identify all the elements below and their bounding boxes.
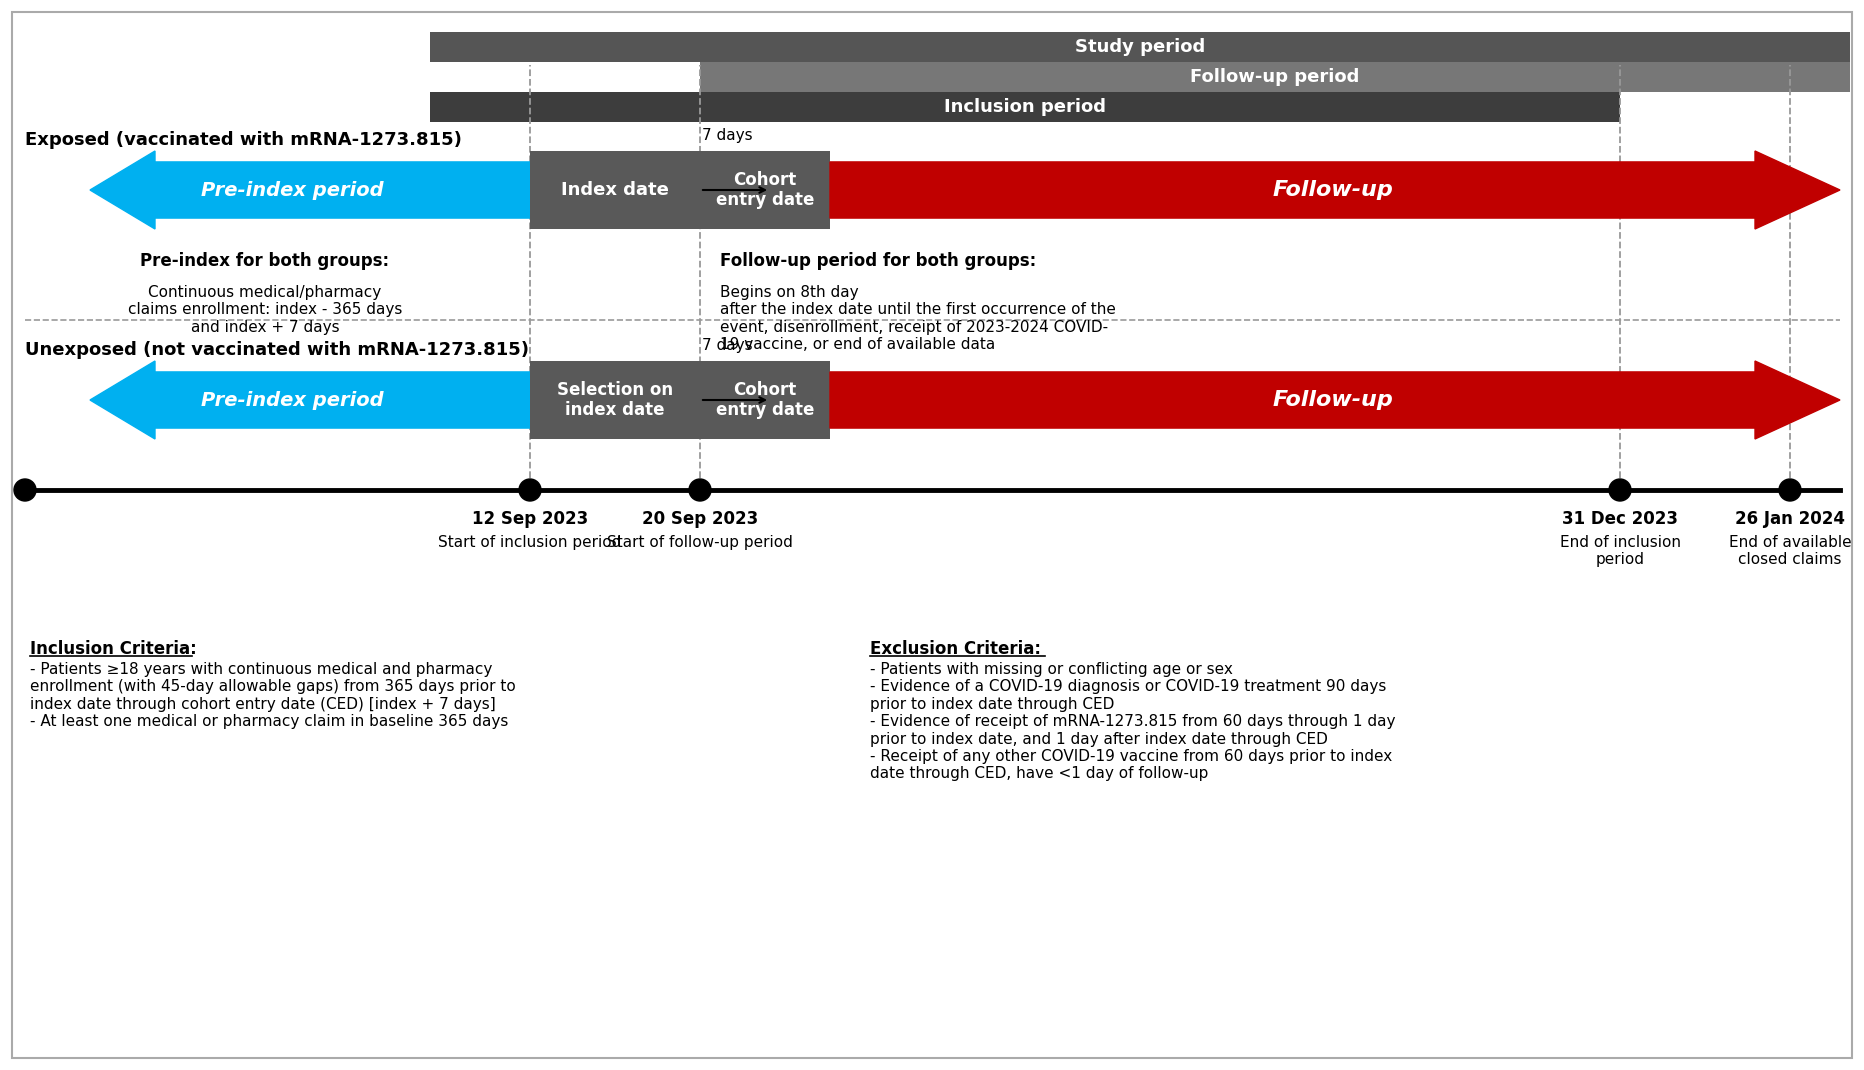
Text: Inclusion Criteria:: Inclusion Criteria: — [30, 640, 196, 658]
Circle shape — [688, 479, 710, 501]
Text: Unexposed (not vaccinated with mRNA-1273.815): Unexposed (not vaccinated with mRNA-1273… — [24, 341, 529, 360]
Text: Start of inclusion period: Start of inclusion period — [438, 535, 621, 550]
Bar — [431, 92, 1620, 122]
FancyArrow shape — [829, 361, 1840, 439]
FancyArrow shape — [829, 151, 1840, 229]
Text: End of inclusion
period: End of inclusion period — [1558, 535, 1679, 567]
Text: 7 days: 7 days — [701, 128, 753, 143]
Bar — [699, 361, 829, 439]
Text: 26 Jan 2024: 26 Jan 2024 — [1734, 510, 1843, 528]
Text: Inclusion period: Inclusion period — [943, 98, 1105, 116]
Bar — [529, 151, 699, 229]
Text: Pre-index for both groups:: Pre-index for both groups: — [140, 253, 390, 270]
Text: 7 days: 7 days — [701, 338, 753, 353]
Circle shape — [518, 479, 541, 501]
Text: Follow-up: Follow-up — [1271, 180, 1392, 200]
Text: 20 Sep 2023: 20 Sep 2023 — [641, 510, 759, 528]
Text: Follow-up: Follow-up — [1271, 389, 1392, 410]
Text: Begins on 8th day
after the index date until the first occurrence of the
event, : Begins on 8th day after the index date u… — [720, 285, 1115, 352]
FancyArrow shape — [89, 361, 529, 439]
Circle shape — [15, 479, 35, 501]
Bar — [431, 32, 1849, 62]
Text: Continuous medical/pharmacy
claims enrollment: index - 365 days
and index + 7 da: Continuous medical/pharmacy claims enrol… — [129, 285, 403, 335]
Text: End of available
closed claims: End of available closed claims — [1728, 535, 1851, 567]
Text: Follow-up period for both groups:: Follow-up period for both groups: — [720, 253, 1036, 270]
Text: - Patients ≥18 years with continuous medical and pharmacy
enrollment (with 45-da: - Patients ≥18 years with continuous med… — [30, 662, 516, 729]
Text: Exclusion Criteria:: Exclusion Criteria: — [869, 640, 1040, 658]
Text: Follow-up period: Follow-up period — [1189, 68, 1359, 86]
Text: Start of follow-up period: Start of follow-up period — [608, 535, 792, 550]
Text: Cohort
entry date: Cohort entry date — [716, 381, 815, 419]
Text: Pre-index period: Pre-index period — [201, 391, 384, 410]
Circle shape — [1778, 479, 1801, 501]
Bar — [699, 151, 829, 229]
Bar — [699, 62, 1849, 92]
Bar — [529, 361, 699, 439]
Text: Index date: Index date — [561, 181, 669, 199]
Circle shape — [1609, 479, 1631, 501]
Text: - Patients with missing or conflicting age or sex
- Evidence of a COVID-19 diagn: - Patients with missing or conflicting a… — [869, 662, 1394, 781]
Text: 12 Sep 2023: 12 Sep 2023 — [472, 510, 587, 528]
Text: 31 Dec 2023: 31 Dec 2023 — [1562, 510, 1678, 528]
Text: Study period: Study period — [1074, 39, 1204, 56]
FancyArrow shape — [89, 151, 529, 229]
Text: Cohort
entry date: Cohort entry date — [716, 170, 815, 210]
Text: Exposed (vaccinated with mRNA-1273.815): Exposed (vaccinated with mRNA-1273.815) — [24, 131, 462, 149]
Text: Selection on
index date: Selection on index date — [557, 381, 673, 419]
Text: Pre-index period: Pre-index period — [201, 181, 384, 199]
